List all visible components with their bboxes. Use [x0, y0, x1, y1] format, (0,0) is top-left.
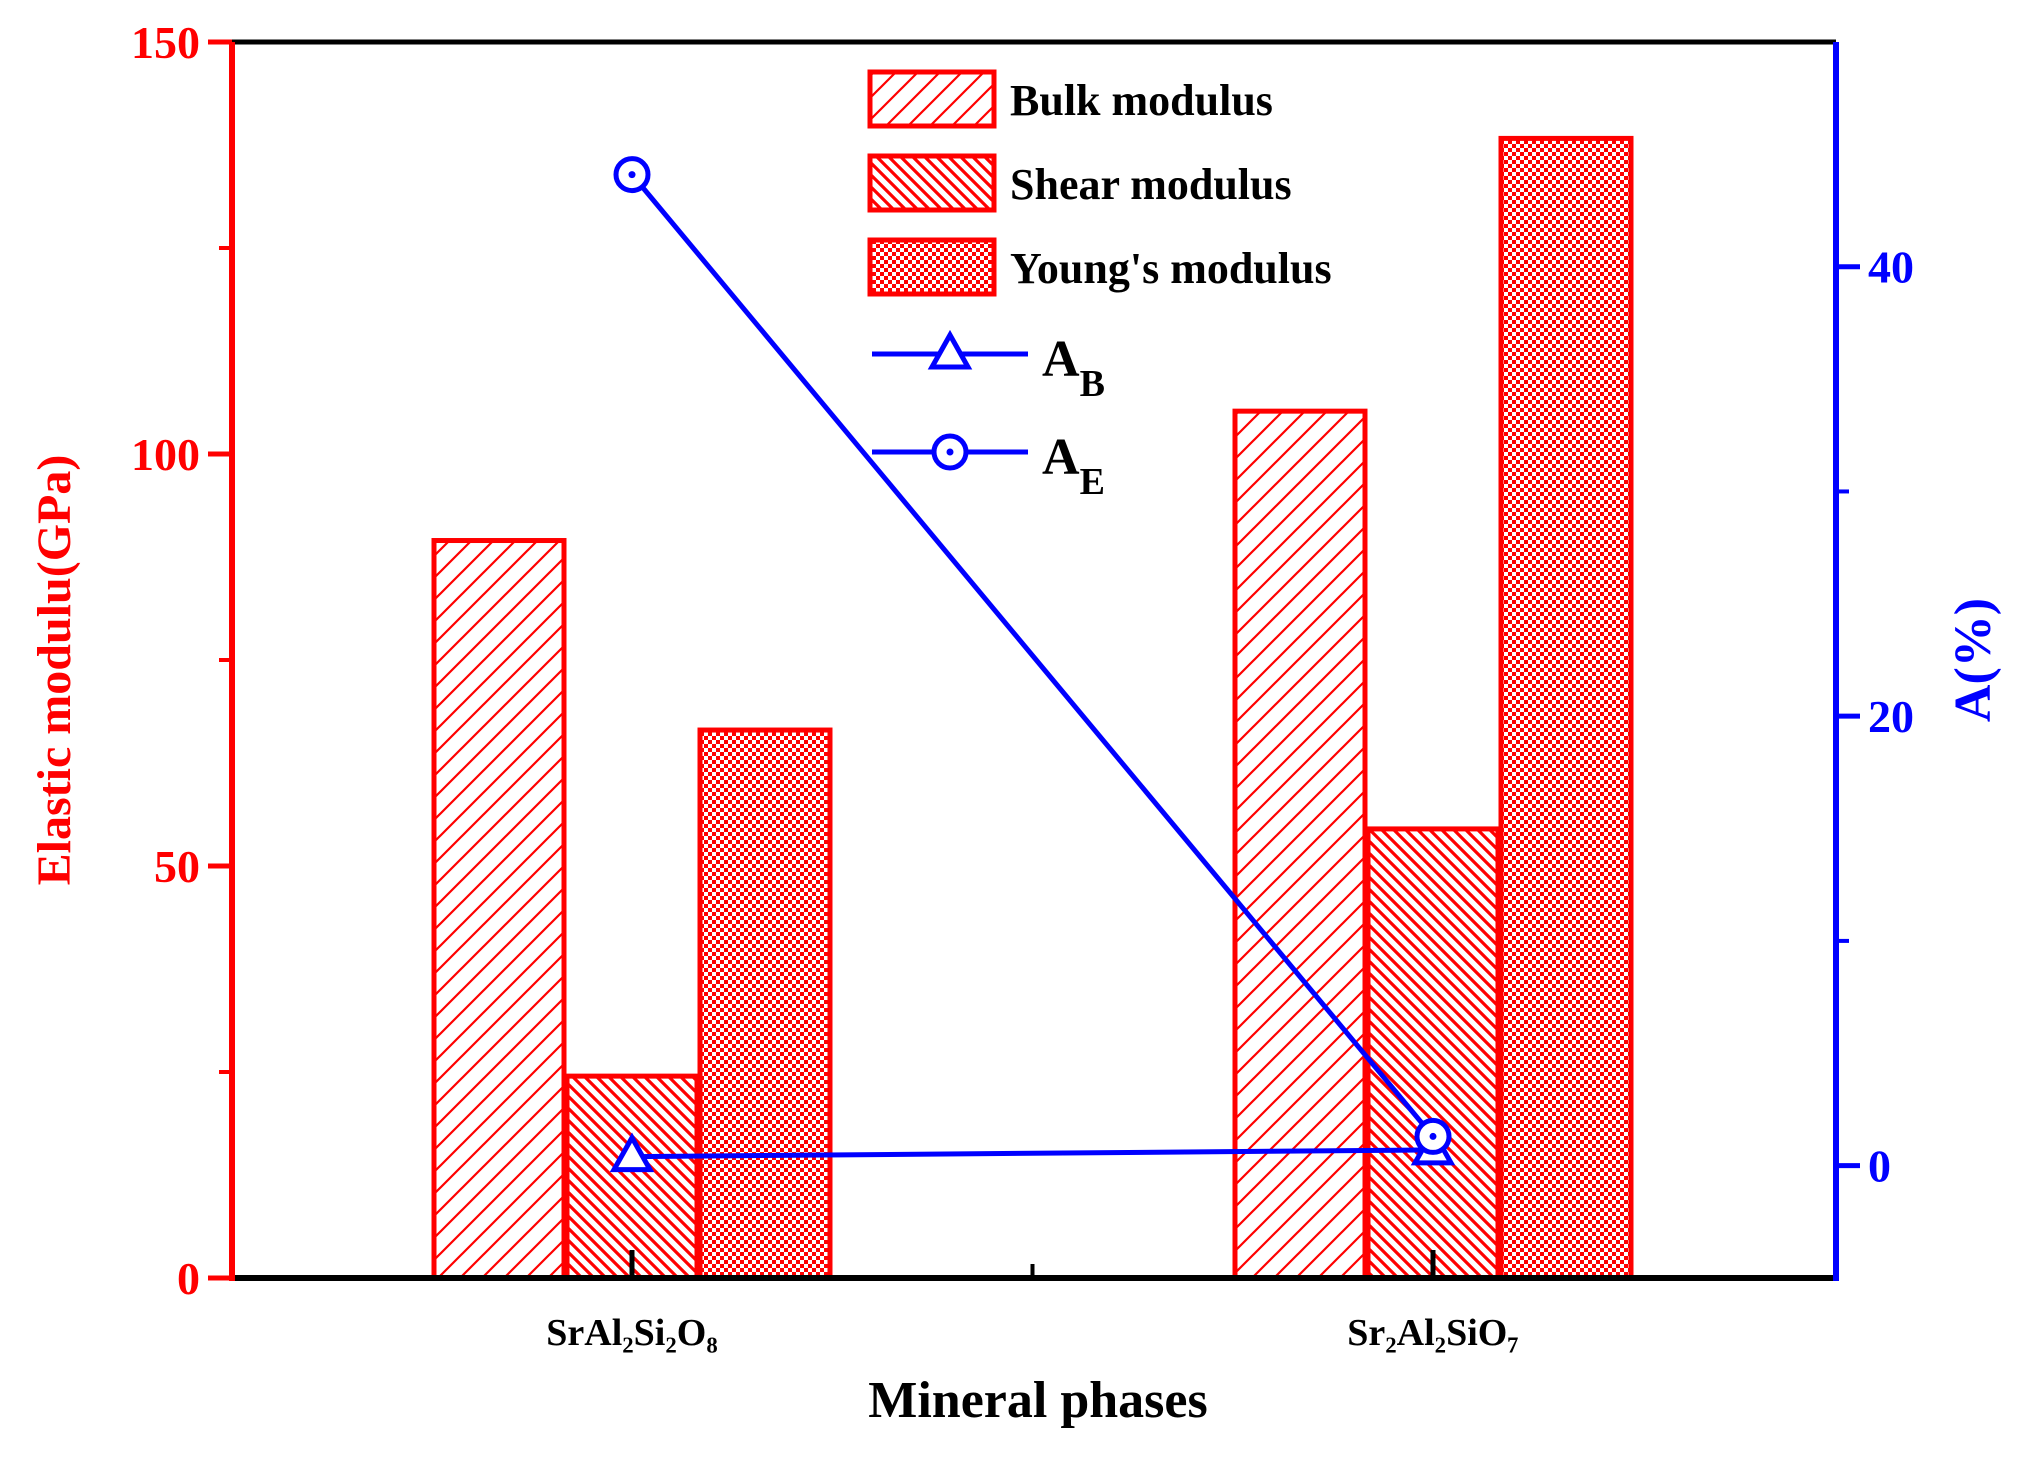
y2-axis-label: A(%) [1945, 598, 2002, 722]
line-layer [609, 156, 1456, 1173]
x-tick-label-1: Sr₂Al₂SiO₇ [1347, 1312, 1518, 1354]
y2-tick-label-1: 20 [1868, 691, 1914, 742]
marker-a-b-0 [609, 1132, 655, 1173]
legend-subscript: B [1080, 363, 1105, 405]
legend-label-a-e: AE [1042, 429, 1105, 503]
legend: Bulk modulus Shear modulus Young's modulus… [867, 69, 1332, 503]
bar-bulk-modulus-0 [431, 538, 567, 1281]
bar-layer [431, 135, 1634, 1281]
y2-tick-label-0: 0 [1868, 1141, 1891, 1192]
bar-shear-modulus-1 [1365, 826, 1501, 1281]
legend-label-shear-modulus: Shear modulus [1010, 160, 1292, 209]
marker-a-e-0-dot [628, 171, 636, 179]
legend-swatch-bulk-modulus [867, 69, 997, 129]
legend-label-young-s-modulus: Young's modulus [1010, 244, 1332, 293]
legend-swatch-young-s-modulus [867, 237, 997, 297]
legend-subscript: E [1080, 461, 1105, 503]
x-axis-label: Mineral phases [868, 1372, 1207, 1429]
legend-label-bulk-modulus: Bulk modulus [1010, 76, 1273, 125]
legend-swatch-shear-modulus [867, 153, 997, 213]
legend-marker-a-b [927, 329, 973, 370]
line-a-b [631, 1147, 1434, 1160]
bar-bulk-modulus-1 [1232, 408, 1368, 1281]
bar-young-s-modulus-1 [1498, 135, 1634, 1281]
y-tick-label-0: 0 [177, 1253, 200, 1304]
legend-label-a-b: AB [1042, 331, 1105, 405]
bar-shear-modulus-0 [564, 1073, 700, 1281]
legend-marker-a-e-dot [946, 448, 954, 456]
y-axis-label: Elastic modulu(GPa) [28, 455, 81, 886]
bar-young-s-modulus-0 [697, 727, 833, 1281]
y-tick-label-2: 100 [131, 429, 200, 480]
line-a-e [630, 172, 1435, 1139]
axes: 0 50 100 150 0 20 40 SrAl₂Si₂O₈ Sr₂Al₂SiO₇ [131, 17, 1914, 1354]
x-tick-label-0: SrAl₂Si₂O₈ [546, 1312, 717, 1354]
marker-a-e-1-dot [1429, 1132, 1437, 1140]
y2-tick-label-2: 40 [1868, 242, 1914, 293]
y-tick-label-3: 150 [131, 17, 200, 68]
y-tick-label-1: 50 [154, 841, 200, 892]
